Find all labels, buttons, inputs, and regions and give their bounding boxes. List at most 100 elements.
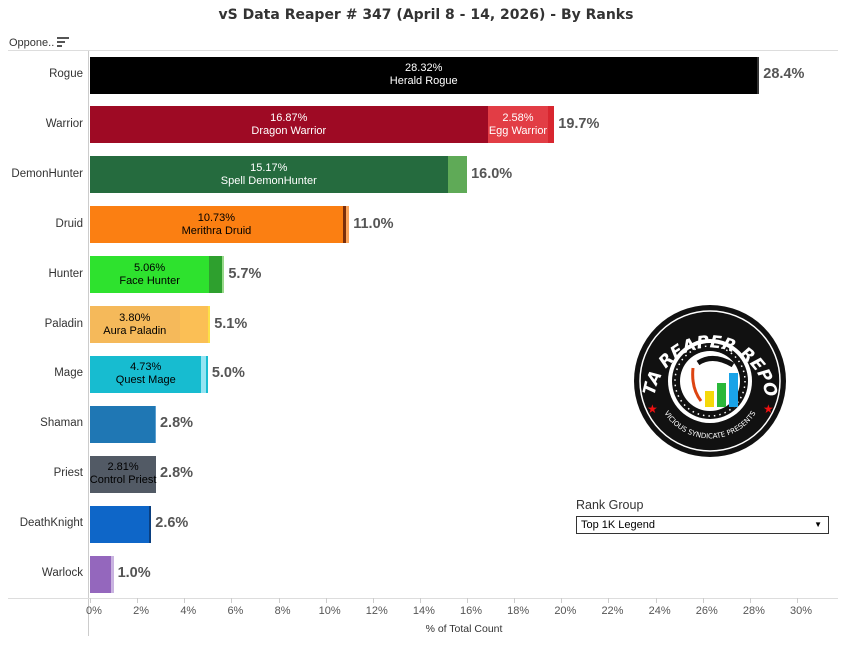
row-header-label[interactable]: Oppone.. [9, 37, 55, 49]
bar-segment[interactable] [90, 355, 202, 393]
bar-segment[interactable] [90, 455, 157, 493]
bar-total-label: 5.7% [228, 265, 262, 282]
bar-total-label: 2.6% [155, 515, 189, 532]
y-axis-line [88, 51, 89, 636]
bar-segment[interactable] [148, 505, 152, 543]
category-label: Hunter [48, 267, 83, 280]
bar-total-label: 19.7% [558, 115, 600, 132]
category-label: Druid [55, 217, 83, 230]
bar-segment[interactable] [342, 206, 347, 244]
bar-segment[interactable] [447, 156, 468, 194]
category-label: DeathKnight [19, 517, 83, 530]
bar-segment[interactable] [154, 405, 156, 443]
x-tick-label: 16% [460, 605, 483, 617]
chart-title: vS Data Reaper # 347 (April 8 - 14, 2026… [218, 7, 634, 23]
bar-segment[interactable] [179, 306, 208, 343]
x-tick [749, 598, 751, 603]
bar-segment[interactable] [90, 405, 155, 443]
segment-archetype: Spell DemonHunter [220, 174, 317, 187]
bar-segment[interactable] [221, 256, 225, 294]
bar-segment-label: 5.06% Face Hunter [90, 262, 210, 288]
segment-percent: 4.73% [130, 361, 162, 374]
x-tick-label: 14% [412, 605, 435, 617]
bar-segment[interactable] [90, 156, 448, 194]
x-axis-line [8, 598, 838, 599]
x-tick [561, 598, 563, 603]
bar-segment[interactable] [206, 355, 208, 393]
category-label: Paladin [44, 317, 83, 330]
category-label: DemonHunter [11, 167, 83, 180]
category-label: Shaman [40, 417, 83, 430]
category-label: Warrior [45, 117, 83, 130]
bar-total-label: 11.0% [353, 215, 394, 232]
bar-segment[interactable] [201, 355, 207, 393]
x-tick-label: 24% [648, 605, 671, 617]
x-tick [608, 598, 610, 603]
x-tick-label: 22% [601, 605, 624, 617]
x-tick-label: 2% [133, 605, 150, 617]
bar-segment[interactable] [346, 206, 350, 244]
bar-segment-label: 16.87% Dragon Warrior [229, 112, 349, 138]
bar-segment[interactable] [209, 256, 222, 294]
x-tick-label: 8% [274, 605, 291, 617]
rank-group-dropdown[interactable]: Top 1K Legend ▼ [576, 516, 829, 534]
x-tick-label: 0% [86, 605, 102, 617]
bar-segment[interactable] [111, 555, 114, 593]
segment-percent: 5.06% [134, 261, 166, 274]
bar-segment-label: 2.81% Control Priest [63, 461, 183, 487]
x-tick [278, 598, 280, 603]
x-tick [797, 598, 798, 603]
x-tick [184, 598, 186, 603]
segment-percent: 2.58% [502, 111, 534, 124]
bar-segment[interactable] [90, 505, 149, 543]
segment-archetype: Quest Mage [115, 374, 176, 387]
segment-archetype: Dragon Warrior [251, 124, 327, 137]
x-tick-label: 10% [318, 605, 341, 617]
segment-archetype: Merithra Druid [181, 224, 252, 237]
bar-segment[interactable] [90, 206, 343, 244]
segment-percent: 10.73% [197, 211, 236, 224]
category-label: Priest [53, 467, 83, 480]
x-tick-label: 20% [554, 605, 577, 617]
category-label: Rogue [49, 68, 83, 80]
segment-percent: 28.32% [405, 62, 443, 74]
x-axis-title: % of Total Count [425, 623, 503, 635]
x-tick-label: 18% [507, 605, 530, 617]
svg-text:★: ★ [647, 402, 658, 416]
rank-group-label: Rank Group [576, 498, 644, 512]
bar-segment-label: 10.73% Merithra Druid [156, 212, 276, 238]
x-tick-label: 26% [695, 605, 718, 617]
bar-segment[interactable] [487, 106, 549, 144]
svg-text:★: ★ [763, 402, 774, 416]
bar-segment[interactable] [90, 106, 488, 144]
x-tick [325, 598, 327, 603]
x-tick [514, 598, 516, 603]
bar-segment[interactable] [757, 56, 760, 94]
x-tick [372, 598, 374, 603]
x-tick-label: 6% [227, 605, 244, 617]
dropdown-arrow-icon[interactable]: ▼ [814, 520, 822, 529]
x-tick [702, 598, 704, 603]
bar-total-label: 2.8% [159, 415, 194, 432]
bar-segment-label: 28.32% Herald Rogue [364, 62, 484, 88]
bar-segment-label: 3.80% Aura Paladin [75, 312, 195, 338]
segment-archetype: Control Priest [89, 474, 157, 487]
header-divider [8, 50, 838, 51]
bar-segment[interactable] [90, 56, 758, 94]
x-tick-label: 30% [789, 605, 813, 617]
bar-segment-label: 4.73% Quest Mage [86, 361, 206, 387]
segment-percent: 15.17% [250, 161, 288, 174]
x-tick-label: 28% [742, 605, 765, 617]
bar-segment[interactable] [90, 256, 210, 294]
x-tick-label: 4% [180, 605, 197, 617]
sort-icon[interactable] [57, 37, 69, 47]
bar-segment[interactable] [90, 306, 180, 343]
bar-total-label: 1.0% [117, 565, 151, 581]
bar-segment-label: 15.17% Spell DemonHunter [209, 162, 329, 188]
rank-group-selected: Top 1K Legend [581, 519, 656, 531]
bar-segment[interactable] [207, 306, 211, 343]
x-tick [231, 598, 233, 603]
bar-segment[interactable] [548, 106, 555, 144]
x-tick [90, 598, 91, 603]
bar-segment[interactable] [90, 555, 112, 593]
